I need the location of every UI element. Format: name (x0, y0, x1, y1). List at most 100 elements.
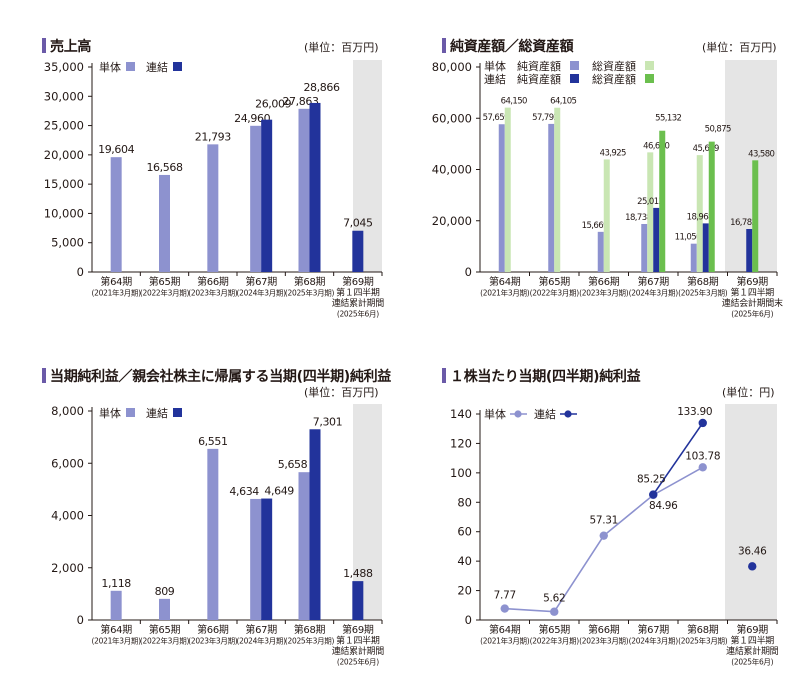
legend-label-tantai: 単体 (99, 406, 121, 420)
y-tick-label: 15,000 (44, 177, 84, 191)
x-category-label: (2025年6月) (731, 657, 773, 667)
x-category-label: (2025年3月期) (678, 636, 728, 646)
x-category-label: 第69期 (736, 275, 768, 288)
y-tick-label: 80 (457, 495, 472, 509)
net-income-chart-panel: 当期純利益／親会社株主に帰属する当期(四半期)純利益 (単位：百万円) 0 2,0… (12, 344, 392, 684)
bar-tantai-net-assets (690, 243, 697, 272)
x-category-label: (2021年3月期) (92, 636, 142, 646)
eps-chart-title-text: １株当たり当期(四半期)純利益 (450, 369, 641, 385)
bar-renketsu-net-assets (746, 228, 753, 272)
bar-tantai-total-assets (554, 107, 561, 273)
sales-chart-title-text: 売上高 (50, 39, 92, 55)
y-tick-label: 35,000 (44, 60, 84, 74)
legend-label-net-assets: 純資産額 (517, 60, 561, 73)
title-marker (42, 368, 46, 383)
y-tick-label: 80,000 (432, 60, 472, 74)
bar-value-label: 64,150 (501, 97, 527, 107)
x-category-label: (2024年3月期) (237, 636, 287, 646)
x-category-label: (2025年3月期) (285, 288, 335, 298)
x-category-label: (2022年3月期) (140, 288, 190, 298)
net-income-chart-svg: 02,0004,0006,0008,000第64期(2021年3月期)第65期(… (51, 404, 385, 667)
x-category-label: 第67期 (637, 623, 669, 636)
y-tick-label: 2,000 (51, 561, 84, 575)
bar-value-label: 45,609 (693, 144, 719, 154)
bar-renketsu-total-assets (752, 160, 759, 272)
bar-tantai (110, 157, 122, 272)
bar-tantai-total-assets (696, 155, 703, 272)
x-category-label: (2024年3月期) (629, 636, 679, 646)
bar-tantai (159, 598, 170, 620)
bar-tantai (298, 472, 310, 620)
x-category-label: 第66期 (588, 623, 620, 636)
point-value-label: 57.31 (589, 515, 618, 527)
bar-renketsu (309, 429, 321, 620)
x-category-label: (2023年3月期) (188, 636, 238, 646)
legend-label-renketsu: 連結 (146, 60, 168, 74)
x-category-label: 第67期 (245, 275, 277, 288)
legend-swatch-total-assets (645, 74, 654, 83)
y-tick-label: 25,000 (44, 119, 84, 133)
legend-label-total-assets: 総資産額 (592, 59, 636, 73)
x-category-label: 第66期 (588, 275, 620, 288)
assets-chart-svg: 0 20,000 40,000 60,000 80,000 第64期(2021年3月期) 第… (432, 59, 784, 319)
x-category-label: 第１四半期 (730, 635, 774, 647)
y-tick-label: 40,000 (432, 163, 472, 177)
legend-swatch-net-assets (570, 61, 579, 70)
bar-tantai (207, 448, 219, 620)
legend-swatch-tantai (126, 408, 135, 417)
x-category-label: 第66期 (197, 275, 229, 288)
x-category-label: 第１四半期 (336, 635, 380, 647)
x-category-label: 第65期 (149, 275, 181, 288)
assets-chart-title-text: 純資産額／総資産額 (450, 39, 574, 55)
bar-value-label: 19,604 (98, 143, 134, 156)
bar-renketsu-total-assets (708, 141, 715, 272)
bar-tantai-net-assets (597, 231, 604, 272)
bar-value-label: 11,050 (675, 233, 701, 243)
y-tick-label: 0 (77, 613, 84, 627)
x-category-label: 連結累計期間 (726, 645, 779, 657)
net-income-chart-title: 当期純利益／親会社株主に帰属する当期(四半期)純利益 (42, 366, 391, 386)
point-value-label: 103.78 (685, 450, 720, 462)
legend-label-total-assets: 総資産額 (592, 72, 636, 86)
legend-swatch-renketsu (173, 62, 182, 71)
x-category-label: 第66期 (197, 623, 229, 636)
legend-label-renketsu: 連結 (534, 407, 556, 421)
point-value-label: 84.96 (649, 500, 678, 512)
bar-value-label: 6,551 (198, 435, 228, 448)
x-category-label: 第69期 (736, 623, 768, 636)
bar-renketsu (352, 581, 364, 620)
x-category-label: (2021年3月期) (480, 636, 530, 646)
latest-period-highlight (725, 404, 777, 620)
x-category-label: (2023年3月期) (579, 288, 629, 298)
legend-swatch-total-assets (645, 61, 654, 70)
title-marker (442, 38, 446, 53)
bar-value-label: 57,659 (483, 113, 509, 123)
point-tantai (550, 607, 559, 616)
y-tick-label: 20,000 (44, 148, 84, 162)
bar-value-label: 7,301 (313, 415, 343, 428)
y-tick-label: 4,000 (51, 509, 84, 523)
bar-tantai (207, 144, 219, 272)
point-renketsu (698, 418, 707, 428)
y-tick-label: 20 (457, 584, 472, 598)
sales-chart-panel: 売上高 (単位：百万円) 0 5,000 10,000 15,000 20,000 25,… (12, 0, 392, 340)
x-category-label: 第64期 (100, 623, 132, 636)
bar-value-label: 1,118 (101, 577, 131, 590)
x-category-label: (2025年6月) (337, 309, 379, 319)
legend-row-label: 連結 (484, 72, 506, 86)
bar-value-label: 43,580 (748, 149, 774, 159)
bar-value-label: 18,738 (625, 213, 651, 223)
assets-chart-unit: (単位：百万円) (702, 41, 777, 54)
y-tick-label: 6,000 (51, 456, 84, 470)
bar-tantai (250, 125, 262, 272)
bar-value-label: 46,690 (643, 141, 669, 151)
x-category-label: 第67期 (245, 623, 277, 636)
bar-tantai (250, 498, 262, 620)
bar-value-label: 21,793 (195, 130, 231, 143)
title-marker (42, 38, 46, 53)
eps-chart-unit: (単位：円) (722, 386, 775, 399)
point-tantai (500, 604, 509, 613)
x-category-label: 連結累計期間 (332, 297, 385, 309)
eps-chart-panel: １株当たり当期(四半期)純利益 (単位：円) 0 20 40 60 80 100 120 14… (412, 344, 792, 684)
point-value-label: 7.77 (494, 590, 516, 602)
